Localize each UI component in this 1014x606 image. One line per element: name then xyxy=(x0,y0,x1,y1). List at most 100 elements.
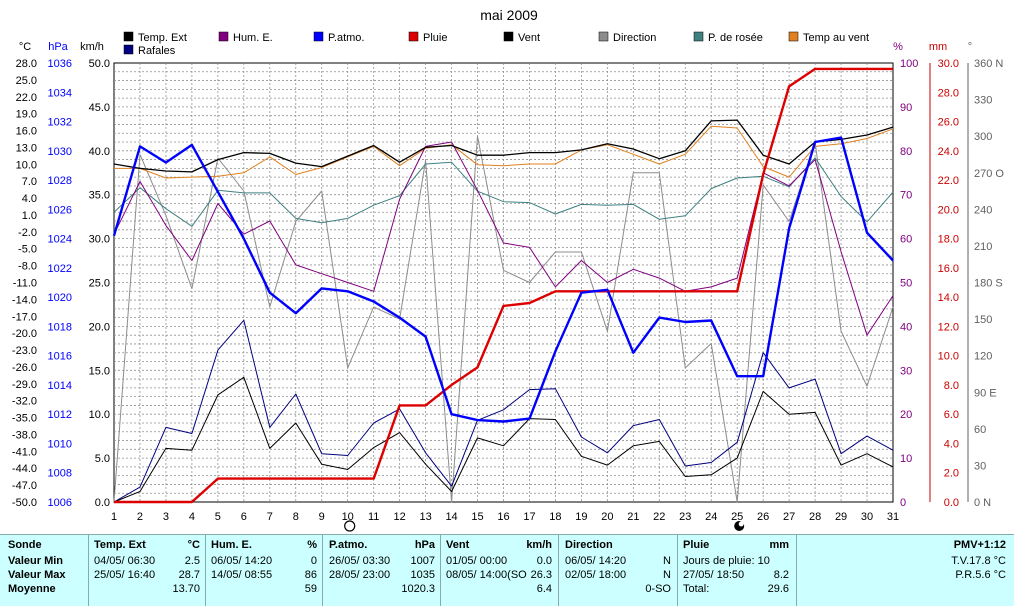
temp-unit-label: °C xyxy=(19,41,31,53)
legend-item: Direction xyxy=(598,31,656,44)
series-line-temp-ext xyxy=(113,119,894,173)
deg-tick-label: 300 xyxy=(974,131,992,143)
x-tick-label: 24 xyxy=(705,511,717,523)
kmh-tick-label: 50.0 xyxy=(89,58,110,70)
deg-tick-label: 270 O xyxy=(974,168,1004,180)
temp-tick-label: -8.0 xyxy=(18,261,37,273)
hpa-tick-label: 1026 xyxy=(48,204,72,216)
kmh-tick-label: 30.0 xyxy=(89,234,110,246)
mm-tick-label: 12.0 xyxy=(938,321,959,333)
x-tick-label: 28 xyxy=(809,511,821,523)
pct-tick-label: 80 xyxy=(900,146,912,158)
x-tick-label: 26 xyxy=(757,511,769,523)
direction-avg-value: 0-SO xyxy=(645,583,671,595)
temp-tick-label: -41.0 xyxy=(12,446,37,458)
legend-swatch xyxy=(123,44,134,55)
temp-tick-label: -44.0 xyxy=(12,463,37,475)
vent-column: Vent km/h 01/05/ 00:00 0.0 08/05/ 14:00(SO… xyxy=(446,539,556,605)
temp-tick-label: 19.0 xyxy=(16,109,37,121)
patm-column: P.atmo. hPa 26/05/ 03:30 1007 28/05/ 23:00… xyxy=(329,539,439,605)
kmh-tick-label: 15.0 xyxy=(89,365,110,377)
pct-tick-label: 90 xyxy=(900,102,912,114)
deg-tick-label: 90 E xyxy=(974,387,997,399)
deg-tick-label: 240 xyxy=(974,204,992,216)
deg-tick-label: 0 N xyxy=(974,497,991,509)
kmh-tick-label: 35.0 xyxy=(89,190,110,202)
temp-tick-label: -14.0 xyxy=(12,294,37,306)
hpa-tick-label: 1020 xyxy=(48,292,72,304)
divider xyxy=(558,535,559,606)
legend-item: Hum. E. xyxy=(218,31,273,44)
deg-tick-label: 120 xyxy=(974,351,992,363)
summary-panel: Sonde Valeur Min Valeur Max Moyenne Temp… xyxy=(0,534,1014,606)
deg-tick-label: 180 S xyxy=(974,278,1003,290)
pct-tick-label: 30 xyxy=(900,365,912,377)
sonde-column: Sonde Valeur Min Valeur Max Moyenne xyxy=(8,539,88,605)
temp-tick-label: 28.0 xyxy=(16,58,37,70)
series-line-p-atmo xyxy=(112,136,894,423)
direction-min-date: 06/05/ 14:20 xyxy=(565,555,627,567)
divider xyxy=(322,535,323,606)
hpa-tick-label: 1022 xyxy=(48,263,72,275)
mm-unit-label: mm xyxy=(929,41,947,53)
mm-tick-label: 4.0 xyxy=(944,438,959,450)
temp-tick-label: 7.0 xyxy=(22,176,37,188)
kmh-tick-label: 45.0 xyxy=(89,102,110,114)
deg-tick-label: 330 xyxy=(974,95,992,107)
legend-label: P. de rosée xyxy=(708,32,763,44)
legend-swatch xyxy=(503,31,514,42)
x-tick-label: 9 xyxy=(319,511,325,523)
kmh-unit-label: km/h xyxy=(80,41,104,53)
vent-avg-value: 6.4 xyxy=(536,583,552,595)
hpa-tick-label: 1006 xyxy=(48,497,72,509)
x-tick-label: 25 xyxy=(731,511,743,523)
row-label: Valeur Max xyxy=(8,569,66,581)
divider xyxy=(677,535,678,606)
mm-tick-label: 10.0 xyxy=(938,351,959,363)
legend-swatch xyxy=(693,31,704,42)
series-line-vent xyxy=(113,376,894,503)
deg-tick-label: 60 xyxy=(974,424,986,436)
mm-tick-label: 26.0 xyxy=(938,117,959,129)
mm-tick-label: 8.0 xyxy=(944,380,959,392)
temp-avg-value: 13.70 xyxy=(172,583,200,595)
temp-tick-label: -23.0 xyxy=(12,345,37,357)
full-moon-highlight xyxy=(738,521,744,527)
legend-label: Temp. Ext xyxy=(138,32,187,44)
hum-avg-value: 59 xyxy=(304,583,317,595)
divider xyxy=(796,535,797,606)
series-line-rafales xyxy=(113,319,894,503)
temp-tick-label: -50.0 xyxy=(12,497,37,509)
legend-item: Vent xyxy=(503,31,540,44)
deg-tick-label: 360 N xyxy=(974,58,1003,70)
legend-swatch xyxy=(313,31,324,42)
vent-unit: km/h xyxy=(526,539,552,551)
hpa-tick-label: 1014 xyxy=(48,380,72,392)
mm-tick-label: 20.0 xyxy=(938,204,959,216)
pluie-column: Pluie mm Jours de pluie: 10 27/05/ 18:50 8… xyxy=(683,539,793,605)
pluie-days: Jours de pluie: 10 xyxy=(683,555,770,567)
series-line-pluie xyxy=(114,67,893,504)
temp-tick-label: -20.0 xyxy=(12,328,37,340)
mm-tick-label: 14.0 xyxy=(938,292,959,304)
hum-max-value: 86 xyxy=(304,569,317,581)
x-tick-label: 4 xyxy=(189,511,195,523)
hpa-tick-label: 1028 xyxy=(48,175,72,187)
temp-tick-label: -17.0 xyxy=(12,311,37,323)
hpa-unit-label: hPa xyxy=(48,41,68,53)
temp-tick-label: -32.0 xyxy=(12,396,37,408)
direction-max-value: N xyxy=(663,569,671,581)
hpa-tick-label: 1034 xyxy=(48,87,72,99)
x-tick-label: 11 xyxy=(368,511,379,523)
temp-title: Temp. Ext xyxy=(94,539,146,551)
deg-tick-label: 150 xyxy=(974,314,992,326)
hpa-tick-label: 1016 xyxy=(48,351,72,363)
temp-unit: °C xyxy=(187,539,200,551)
temp-tick-label: -5.0 xyxy=(18,244,37,256)
patm-avg-value: 1020.3 xyxy=(401,583,435,595)
pluie-total-value: 29.6 xyxy=(767,583,789,595)
deg-tick-label: 210 xyxy=(974,241,992,253)
kmh-tick-label: 25.0 xyxy=(89,278,110,290)
x-tick-label: 8 xyxy=(293,511,299,523)
temp-max-date: 25/05/ 16:40 xyxy=(94,569,156,581)
